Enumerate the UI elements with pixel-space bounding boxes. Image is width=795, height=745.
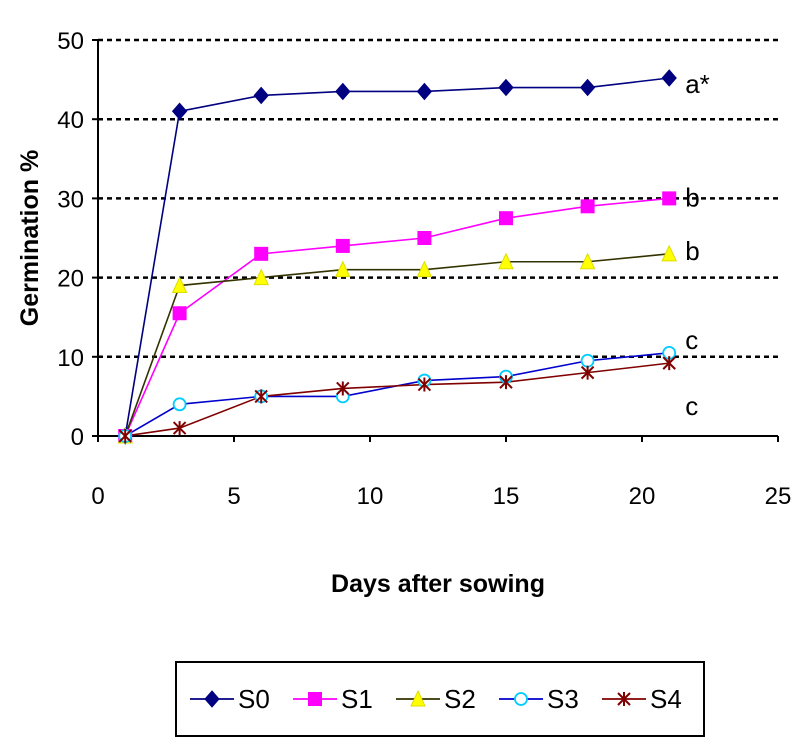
legend-item-S3: S3	[499, 684, 579, 714]
legend-marker-S1	[308, 692, 322, 706]
point-S4-21	[662, 356, 676, 371]
y-tick-label-30: 30	[57, 186, 84, 213]
point-S1-3	[172, 306, 187, 321]
y-tick-label-50: 50	[57, 28, 84, 55]
x-tick-label-20: 20	[629, 483, 656, 510]
series-line-S0	[124, 77, 670, 437]
annotation-1: b	[685, 182, 699, 212]
legend-label-S1: S1	[341, 684, 373, 714]
x-tick-label-0: 0	[91, 483, 104, 510]
legend-items: S0 S1 S2 S3 S4	[190, 684, 682, 714]
legend-item-S1: S1	[293, 684, 373, 714]
point-S1-6	[254, 246, 269, 261]
series-line-S2	[124, 253, 670, 437]
point-S4-12	[417, 377, 432, 392]
point-S4-9	[336, 381, 350, 396]
legend-item-S0: S0	[190, 684, 270, 714]
x-tick-label-25: 25	[765, 483, 792, 510]
point-S4-1	[118, 429, 132, 443]
point-S4-15	[499, 375, 513, 390]
point-S3-3	[172, 397, 187, 412]
x-axis-title: Days after sowing	[331, 570, 545, 598]
legend-label-S4: S4	[650, 684, 682, 714]
point-S0-18	[579, 78, 596, 97]
point-S0-6	[253, 86, 269, 105]
point-S0-15	[498, 78, 514, 97]
y-tick-label-20: 20	[57, 266, 84, 293]
x-tick-label-10: 10	[357, 483, 384, 510]
axes	[92, 39, 779, 442]
y-tick-label-10: 10	[57, 345, 84, 372]
legend: S0 S1 S2 S3 S4	[175, 661, 705, 737]
point-S0-21	[661, 69, 677, 87]
series-line-S4	[125, 362, 670, 437]
tick-labels: 0 10 20 30 40 50 0 5 10 15 20 25	[57, 28, 791, 510]
point-S1-18	[580, 199, 595, 214]
annotation-2: b	[685, 236, 699, 266]
point-S4-18	[580, 365, 595, 380]
annotation-0: a*	[685, 69, 710, 99]
legend-marker-S2	[410, 689, 426, 707]
point-S1-12	[417, 231, 432, 245]
point-S1-21	[662, 191, 677, 206]
x-tick-label-15: 15	[493, 483, 520, 510]
legend-marker-S3	[514, 692, 528, 706]
point-S2-9	[335, 260, 351, 278]
x-tick-label-5: 5	[227, 483, 240, 510]
legend-label-S3: S3	[547, 684, 579, 714]
legend-marker-S0	[204, 690, 220, 708]
point-S2-6	[253, 268, 269, 286]
point-S1-9	[335, 238, 350, 253]
point-S0-12	[416, 82, 433, 101]
point-S4-3	[172, 421, 187, 436]
legend-label-S2: S2	[444, 684, 476, 714]
legend-item-S4: S4	[602, 684, 682, 714]
point-S1-15	[499, 211, 513, 226]
point-S2-21	[661, 244, 677, 262]
annotation-3: c	[685, 325, 698, 355]
point-S0-9	[335, 82, 351, 101]
series-lines	[124, 77, 670, 437]
annotations: a* bb c c	[685, 69, 710, 421]
annotation-4: c	[685, 391, 698, 421]
y-tick-label-0: 0	[71, 424, 84, 451]
series-line-S3	[124, 352, 670, 437]
y-axis-title: Germination %	[16, 150, 44, 326]
legend-item-S2: S2	[396, 684, 476, 714]
series-line-S1	[124, 197, 670, 437]
point-S4-6	[254, 389, 268, 404]
point-S2-18	[579, 252, 596, 270]
series-markers	[117, 69, 677, 445]
point-S2-12	[416, 260, 433, 278]
y-tick-label-40: 40	[57, 107, 84, 134]
point-S2-15	[498, 252, 514, 270]
legend-marker-S4	[617, 692, 631, 706]
legend-label-S0: S0	[238, 684, 270, 714]
point-S2-3	[171, 276, 188, 294]
point-S3-18	[580, 353, 595, 368]
point-S0-3	[171, 102, 188, 121]
